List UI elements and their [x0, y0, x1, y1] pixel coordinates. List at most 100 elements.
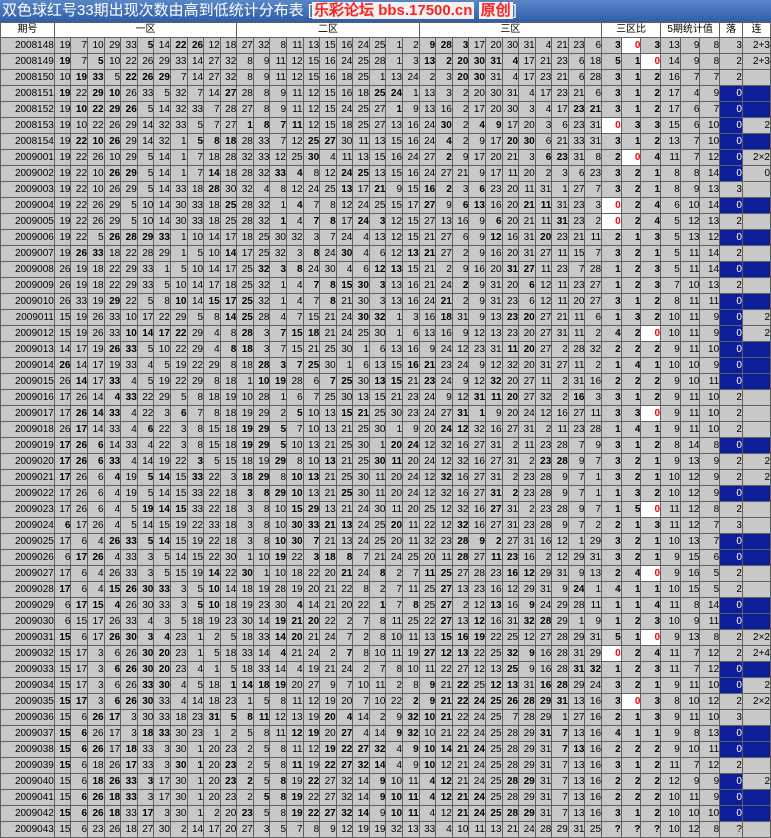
- number-cell: 22: [302, 565, 321, 582]
- number-cell: 32: [153, 117, 171, 134]
- period-cell: 2009006: [0, 229, 55, 246]
- number-cell: 8: [402, 597, 420, 614]
- number-cell: 13: [435, 213, 453, 230]
- number-cell: 4: [103, 389, 122, 406]
- stat5-cell: 12: [679, 501, 701, 518]
- number-cell: 1: [236, 117, 254, 134]
- number-cell: 29: [252, 437, 271, 454]
- table-row: 2009033 15 17 3 6 26 30 20 23 4 1 5 18 33 14 4 19 21 24 2 7 8…: [0, 661, 771, 678]
- number-cell: 5: [252, 789, 271, 806]
- number-cell: 24: [518, 821, 536, 838]
- number-cell: 13: [451, 645, 470, 662]
- number-cell: 18: [219, 421, 238, 438]
- number-cell: 24: [402, 469, 420, 486]
- number-cell: 10: [103, 85, 122, 102]
- ratio-cell: 3: [640, 261, 662, 278]
- number-cell: 13: [302, 469, 321, 486]
- number-cell: 24: [468, 693, 486, 710]
- number-cell: 12: [468, 661, 486, 678]
- number-cell: 26: [87, 725, 105, 742]
- number-cell: 12: [418, 437, 437, 454]
- number-cell: 24: [352, 517, 370, 534]
- number-cell: 2: [236, 757, 254, 774]
- number-cell: 24: [468, 741, 486, 758]
- stat5-cell: 11: [679, 421, 701, 438]
- number-cell: 10: [169, 277, 188, 294]
- number-cell: 10: [385, 629, 404, 646]
- number-cell: 31: [567, 645, 586, 662]
- number-cell: 26: [103, 165, 122, 182]
- ratio-cell: 1: [620, 581, 642, 598]
- number-cell: 11: [567, 325, 586, 342]
- number-cell: 4: [203, 341, 221, 358]
- number-cell: 26: [136, 69, 155, 86]
- page-title: 双色球红号33期出现次数由高到低统计分布表 [: [2, 2, 313, 19]
- number-cell: 14: [269, 661, 287, 678]
- number-cell: 27: [136, 821, 155, 838]
- number-cell: 7: [286, 357, 304, 374]
- number-cell: 21: [319, 469, 337, 486]
- number-cell: 2: [435, 181, 453, 198]
- number-cell: 28: [518, 693, 536, 710]
- number-cell: 16: [402, 357, 420, 374]
- stat5-cell: 10: [660, 357, 681, 374]
- number-cell: 14: [153, 533, 171, 550]
- number-cell: 18: [219, 37, 238, 54]
- ratio-cell: 1: [620, 389, 642, 406]
- number-cell: 5: [136, 485, 155, 502]
- number-cell: 27: [203, 53, 221, 70]
- ratio-cell: 3: [620, 117, 642, 134]
- number-cell: 8: [402, 677, 420, 694]
- ratio-cell: 1: [601, 613, 622, 630]
- number-cell: 25: [484, 805, 503, 822]
- table-row: 2009038 15 6 26 17 18 33 3 30 1 20 23 2 5 8 11 12 19 22 27 3…: [0, 741, 771, 758]
- stat5-cell: 9: [660, 373, 681, 390]
- number-cell: 13: [286, 709, 304, 726]
- number-cell: 2: [203, 805, 221, 822]
- stat5-cell: 10: [660, 533, 681, 550]
- number-cell: 33: [136, 277, 155, 294]
- number-cell: 7: [335, 645, 354, 662]
- number-cell: 8: [319, 213, 337, 230]
- number-cell: 33: [136, 85, 155, 102]
- stat5-cell: 10: [660, 309, 681, 326]
- number-cell: 10: [385, 805, 404, 822]
- number-cell: 15: [319, 85, 337, 102]
- forum-link[interactable]: 乐彩论坛 bbs.17500.cn: [312, 2, 475, 19]
- number-cell: 26: [103, 821, 122, 838]
- number-cell: 15: [53, 741, 72, 758]
- number-cell: 21: [335, 501, 354, 518]
- number-cell: 12: [286, 133, 304, 150]
- number-cell: 17: [120, 757, 138, 774]
- number-cell: 18: [302, 325, 321, 342]
- number-cell: 32: [402, 725, 420, 742]
- number-cell: 30: [169, 213, 188, 230]
- number-cell: 30: [368, 501, 387, 518]
- table-row: 2009036 15 6 26 17 3 30 33 18 23 31 5 8 11 12 13 19 20 4 14…: [0, 709, 771, 726]
- number-cell: 16: [584, 709, 603, 726]
- number-cell: 26: [87, 741, 105, 758]
- number-cell: 24: [418, 293, 437, 310]
- number-cell: 12: [368, 261, 387, 278]
- number-cell: 9: [418, 341, 437, 358]
- number-cell: 8: [203, 309, 221, 326]
- number-cell: 19: [302, 757, 321, 774]
- number-cell: 29: [567, 629, 586, 646]
- number-cell: 6: [402, 325, 420, 342]
- stat5-cell: 6: [699, 549, 721, 566]
- table-row: 2009032 15 17 3 6 26 30 20 23 1 5 18 33 14 4 21 24 2 7 8 10 1…: [0, 645, 771, 662]
- number-cell: 12: [484, 357, 503, 374]
- number-cell: 23: [518, 469, 536, 486]
- number-cell: 27: [319, 789, 337, 806]
- number-cell: 21: [451, 165, 470, 182]
- number-cell: 11: [402, 805, 420, 822]
- number-cell: 9: [468, 133, 486, 150]
- number-cell: 9: [269, 85, 287, 102]
- number-cell: 31: [567, 373, 586, 390]
- number-cell: 22: [169, 453, 188, 470]
- ratio-cell: 2: [640, 437, 662, 454]
- number-cell: 26: [120, 693, 138, 710]
- ratio-cell: 4: [601, 725, 622, 742]
- number-cell: 22: [302, 773, 321, 790]
- number-cell: 3: [236, 501, 254, 518]
